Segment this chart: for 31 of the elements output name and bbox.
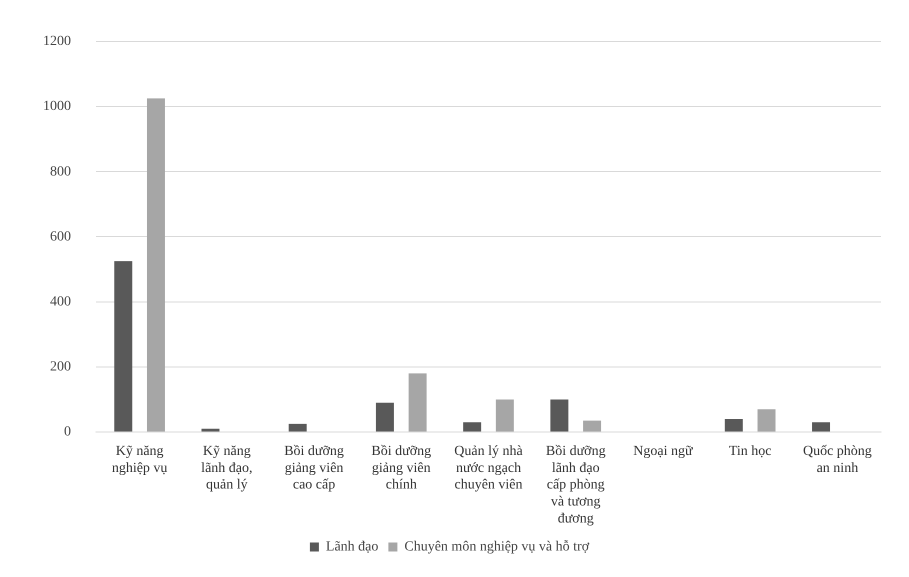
bar	[463, 422, 482, 432]
bar	[408, 373, 427, 432]
y-tick-label: 800	[50, 164, 71, 180]
bar	[583, 420, 602, 432]
x-tick-label: Kỹ năng lãnh đạo, quản lý	[201, 444, 252, 493]
x-tick-label: Ngoại ngữ	[633, 444, 693, 460]
y-tick-label: 1200	[43, 34, 71, 50]
y-tick-label: 0	[64, 424, 71, 440]
x-tick-label: Tin học	[728, 444, 772, 460]
bar	[114, 261, 132, 432]
bar	[201, 428, 220, 432]
bar	[496, 399, 514, 432]
legend-label: Lãnh đạo	[326, 540, 378, 555]
x-tick-label: Bồi dưỡng lãnh đạo cấp phòng và tương đương	[546, 444, 606, 526]
y-tick-label: 1000	[43, 99, 71, 114]
y-tick-label: 200	[50, 360, 71, 375]
bar	[146, 98, 165, 432]
y-tick-label: 600	[50, 229, 71, 244]
bar	[376, 402, 394, 432]
bar	[550, 399, 568, 432]
x-tick-label: Kỹ năng nghiệp vụ	[112, 444, 168, 476]
bar	[758, 409, 776, 432]
bar	[724, 418, 743, 432]
y-tick-label: 400	[50, 294, 71, 310]
x-tick-label: Bồi dưỡng giảng viên cao cấp	[284, 444, 344, 493]
bar	[288, 424, 307, 432]
x-tick-label: Bồi dưỡng giảng viên chính	[371, 444, 432, 493]
x-tick-label: Quản lý nhà nước ngạch chuyên viên	[454, 444, 524, 493]
legend-label: Chuyên môn nghiệp vụ và hỗ trợ	[404, 540, 590, 555]
bar	[812, 422, 830, 432]
x-tick-label: Quốc phòng an ninh	[802, 444, 872, 476]
